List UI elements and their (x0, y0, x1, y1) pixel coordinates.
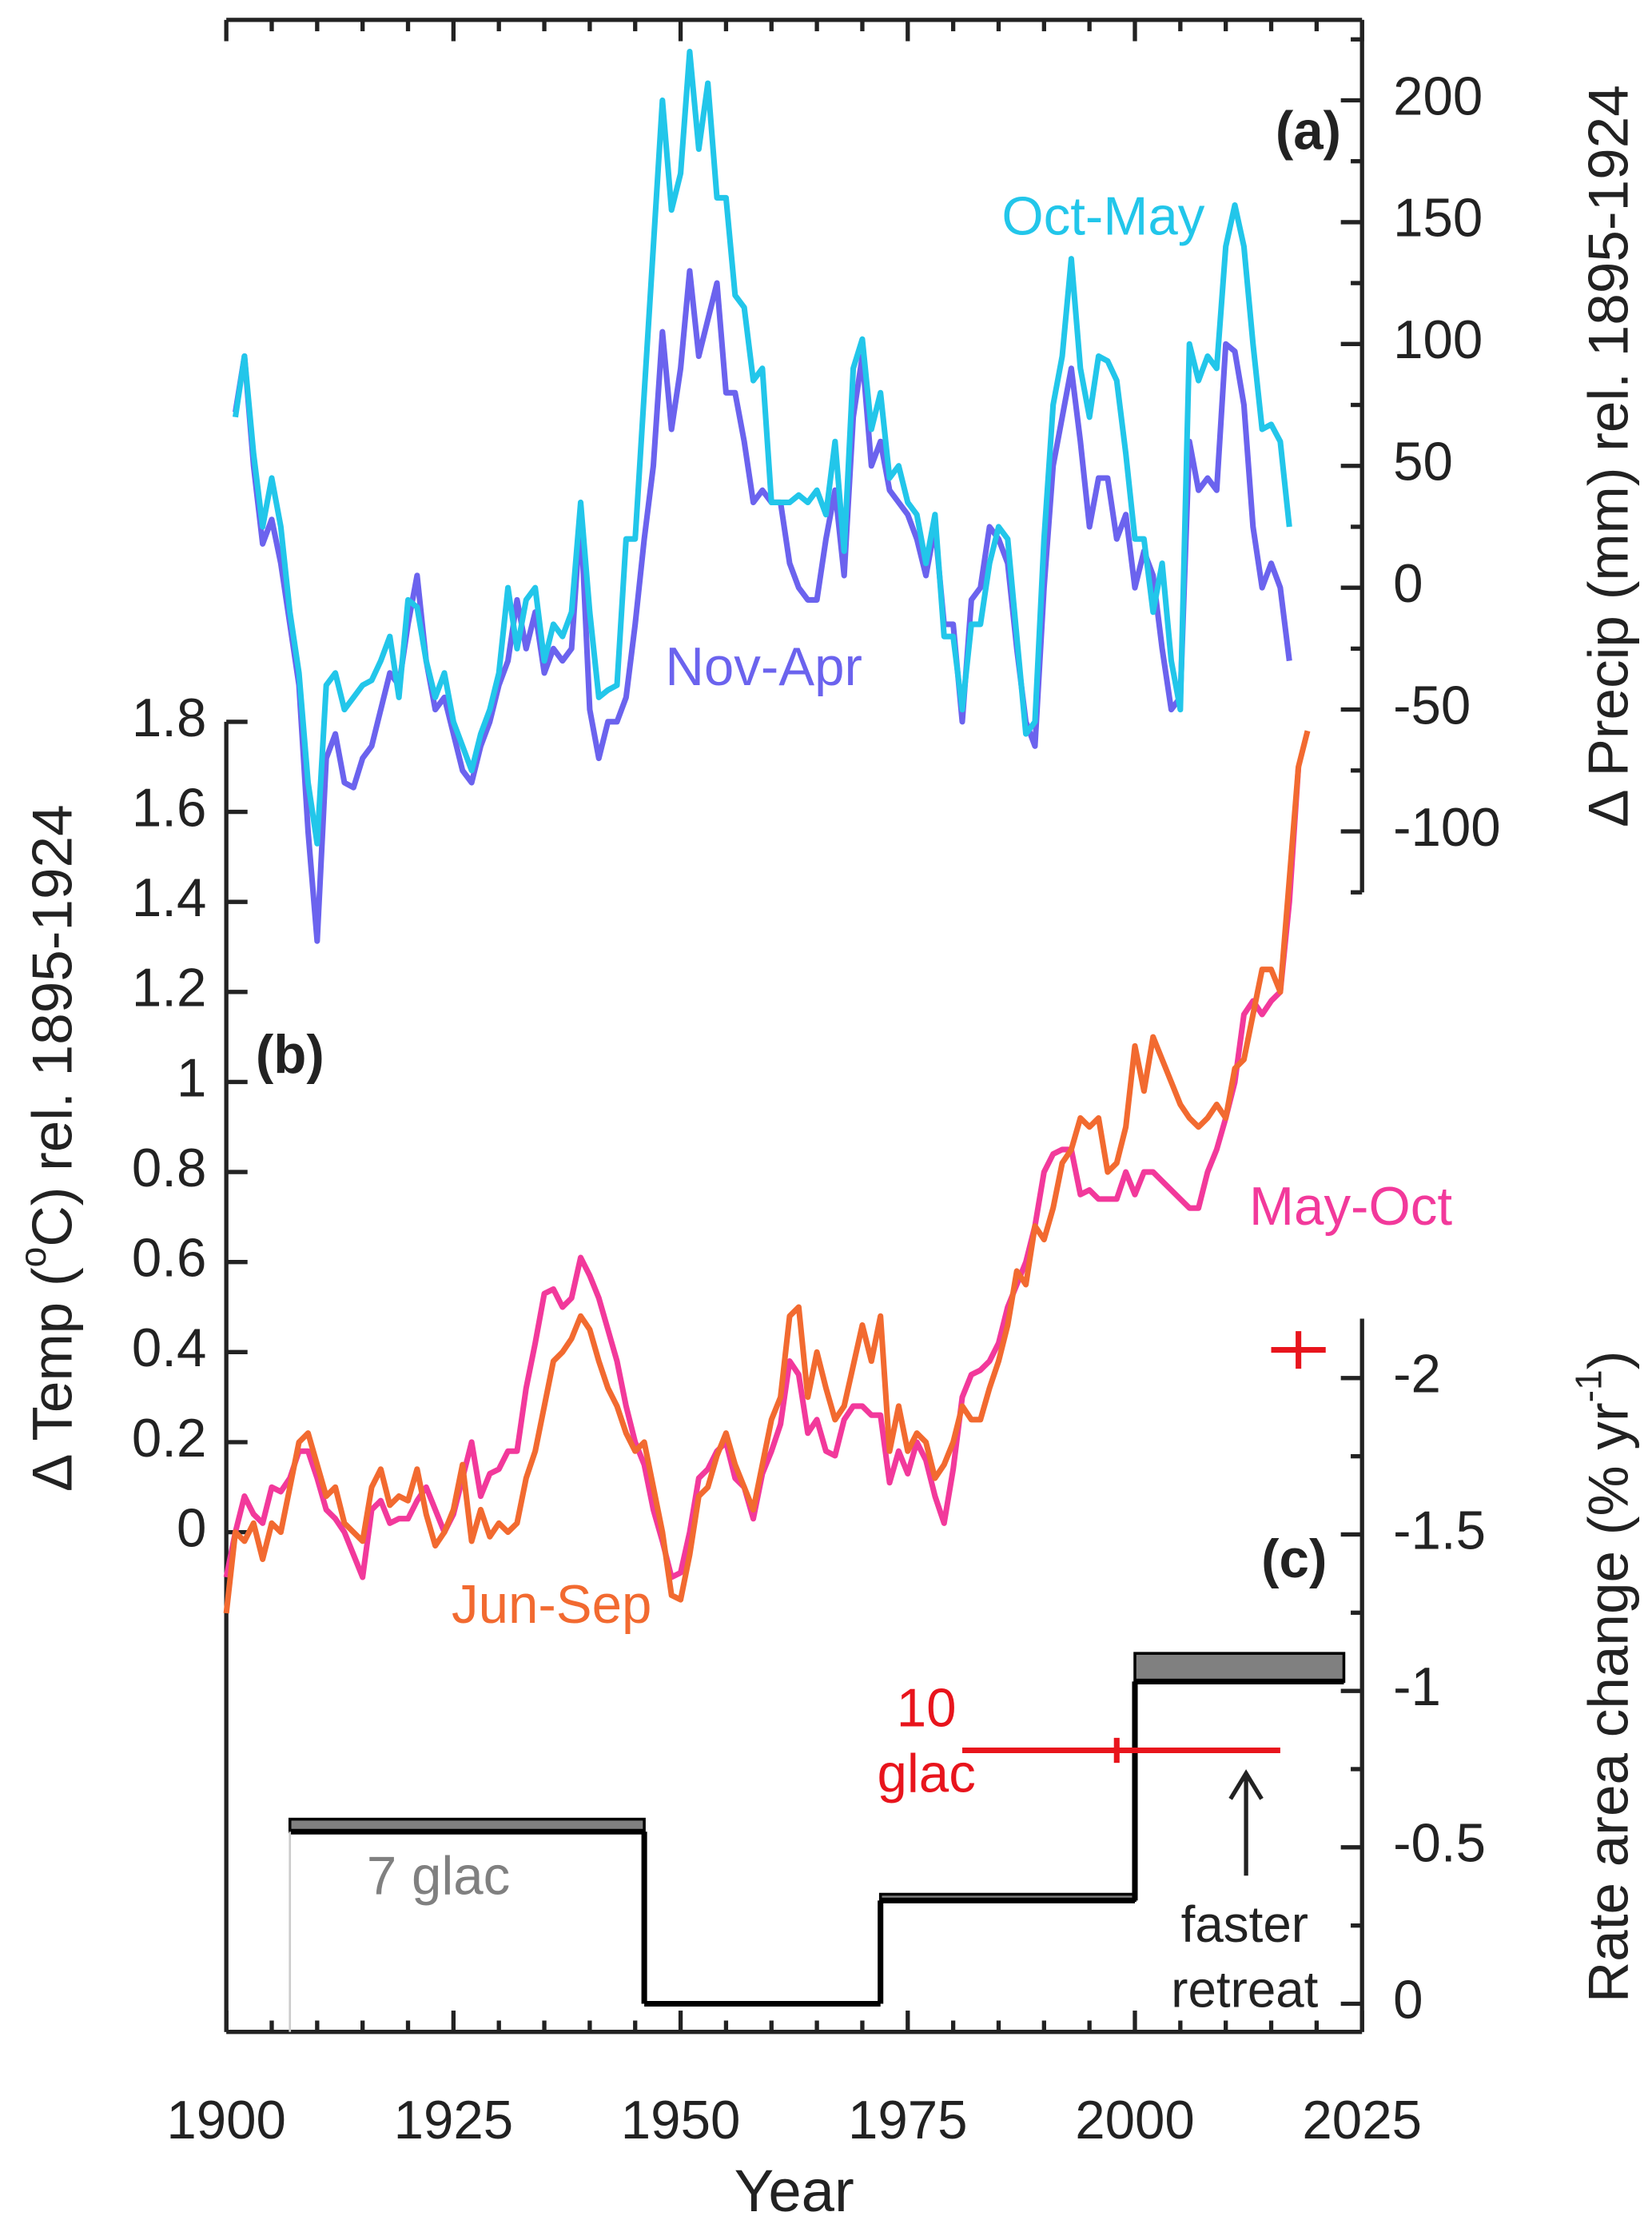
x-tick-label: 1975 (848, 2090, 968, 2150)
point-label: glac (877, 1744, 975, 1804)
x-tick-label: 1950 (621, 2090, 741, 2150)
y-tick-label: 1.4 (132, 868, 206, 928)
y-tick-label: 1.6 (132, 778, 206, 838)
y-tick-label: 50 (1393, 432, 1453, 492)
x-tick-label: 1900 (166, 2090, 286, 2150)
y-tick-label: -1 (1393, 1657, 1441, 1717)
y-label-part: Rate area change (% yr (1577, 1402, 1640, 2003)
y-tick-label: 100 (1393, 310, 1483, 370)
y-tick-label: 0 (1393, 1970, 1423, 2030)
y-label-part: ) (1577, 1351, 1640, 1370)
y-label-superscript: -1 (1568, 1369, 1610, 1402)
panel-label: (c) (1261, 1529, 1327, 1589)
y-tick-label: 1 (177, 1048, 206, 1108)
y-axis-label: Rate area change (% yr-1) (1568, 1351, 1640, 2003)
x-tick-label: 2000 (1075, 2090, 1195, 2150)
arrow-text: retreat (1171, 1960, 1318, 2018)
y-label-part: C) rel. 1895-1924 (22, 804, 85, 1246)
y-tick-label: 0 (1393, 554, 1423, 614)
x-tick-label: 2025 (1302, 2090, 1422, 2150)
x-tick-label: 1925 (394, 2090, 514, 2150)
series-line (233, 48, 1292, 847)
series-label: Jun-Sep (452, 1575, 651, 1635)
y-tick-label: 0.8 (132, 1138, 206, 1198)
y-tick-label: -2 (1393, 1345, 1441, 1405)
y-tick-label: 0.6 (132, 1228, 206, 1288)
y-label-part: Δ Precip (mm) rel. 1895-1924 (1577, 85, 1640, 827)
y-tick-label: -100 (1393, 798, 1501, 858)
arrow-text: faster (1181, 1895, 1308, 1953)
y-tick-label: 150 (1393, 189, 1483, 249)
series-line (223, 730, 1311, 1614)
panel-label: (b) (256, 1025, 324, 1085)
y-tick-label: 0.4 (132, 1318, 206, 1378)
point-label: 10 (897, 1679, 957, 1739)
x-axis-label: Year (734, 2158, 854, 2224)
y-label-part: Δ Temp ( (22, 1267, 85, 1492)
y-tick-label: 1.2 (132, 959, 206, 1018)
y-tick-label: 1.8 (132, 688, 206, 748)
series-label: Nov-Apr (665, 637, 862, 697)
y-tick-label: 0 (177, 1498, 206, 1558)
y-axis-label: Δ Precip (mm) rel. 1895-1924 (1577, 85, 1640, 827)
series-label: May-Oct (1249, 1177, 1452, 1237)
y-tick-label: 200 (1393, 66, 1483, 126)
y-tick-label: -1.5 (1393, 1501, 1486, 1560)
series-label: Oct-May (1001, 186, 1204, 246)
y-tick-label: 0.2 (132, 1409, 206, 1469)
y-tick-label: -50 (1393, 676, 1471, 735)
arrow (1228, 1769, 1264, 1876)
y-label-superscript: o (12, 1247, 54, 1268)
annotation: 7 glac (367, 1846, 510, 1906)
y-axis-label: Δ Temp (oC) rel. 1895-1924 (12, 804, 84, 1492)
range-band (1133, 1652, 1346, 1684)
series-line (233, 268, 1292, 944)
y-tick-label: -0.5 (1393, 1814, 1486, 1874)
panel-label: (a) (1276, 102, 1341, 161)
